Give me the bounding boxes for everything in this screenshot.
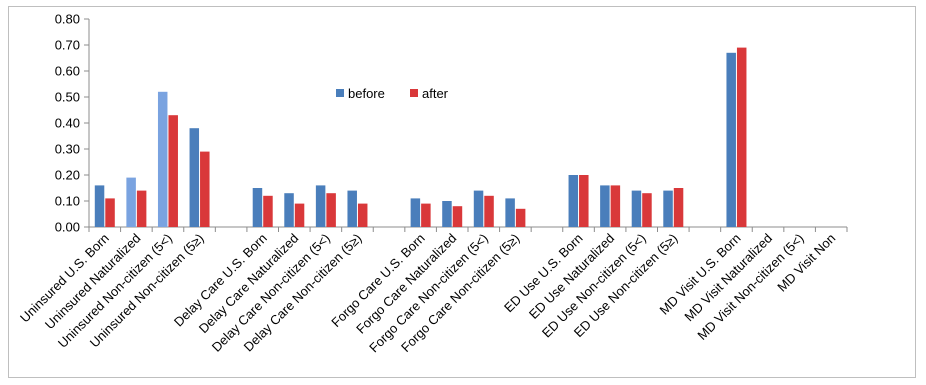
- bar-after: [579, 175, 589, 227]
- bar-before: [442, 201, 452, 227]
- bar-before: [315, 185, 326, 227]
- bar-before: [347, 190, 357, 227]
- y-tick-label: 0.30: [55, 142, 80, 157]
- bar-after: [452, 206, 463, 227]
- bar-before: [252, 188, 263, 227]
- bar-after: [263, 195, 273, 227]
- bar-after: [642, 193, 652, 227]
- y-tick-label: 0.00: [55, 220, 80, 235]
- bar-after: [484, 195, 494, 227]
- bar-after: [168, 115, 178, 227]
- y-tick-label: 0.50: [55, 90, 80, 105]
- bar-after: [515, 208, 526, 227]
- bar-before: [631, 190, 642, 227]
- bar-before: [473, 190, 484, 227]
- y-tick-label: 0.40: [55, 116, 80, 131]
- x-tick-label: Forgo Care Non-citizen (5<): [366, 231, 491, 356]
- bar-before: [189, 128, 200, 227]
- bar-after: [673, 188, 684, 227]
- bar-before: [284, 193, 294, 227]
- bar-after: [200, 151, 210, 227]
- y-tick-label: 0.70: [55, 38, 80, 53]
- bar-after: [736, 47, 747, 227]
- bar-after: [610, 185, 621, 227]
- bar-after: [421, 203, 431, 227]
- bar-before: [410, 198, 421, 227]
- bar-after: [326, 193, 336, 227]
- legend-swatch-after: [410, 89, 418, 97]
- bar-after: [105, 198, 115, 227]
- y-tick-label: 0.10: [55, 194, 80, 209]
- legend-label-before: before: [348, 86, 385, 101]
- bar-before: [568, 175, 579, 227]
- bar-before: [600, 185, 610, 227]
- bar-before: [94, 185, 105, 227]
- y-tick-label: 0.60: [55, 64, 80, 79]
- bar-after: [357, 203, 368, 227]
- bar-before: [726, 52, 736, 227]
- bar-before: [663, 190, 673, 227]
- bar-after: [294, 203, 305, 227]
- legend-label-after: after: [422, 86, 449, 101]
- bar-before: [157, 91, 168, 227]
- bar-before: [126, 177, 136, 227]
- bar-after: [136, 190, 147, 227]
- y-tick-label: 0.20: [55, 168, 80, 183]
- bar-before: [505, 198, 515, 227]
- y-tick-label: 0.80: [55, 12, 80, 27]
- legend-swatch-before: [336, 89, 344, 97]
